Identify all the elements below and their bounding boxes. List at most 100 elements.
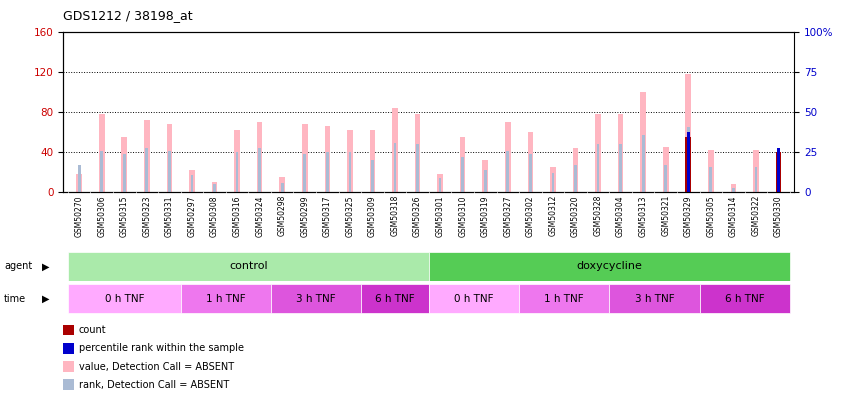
Bar: [189, 171, 195, 192]
Text: GSM50306: GSM50306: [97, 195, 106, 237]
Bar: [416, 145, 419, 192]
Text: GSM50329: GSM50329: [683, 195, 692, 237]
Bar: [168, 151, 170, 192]
Bar: [369, 130, 375, 192]
Bar: [122, 154, 126, 192]
Text: GSM50327: GSM50327: [503, 195, 511, 237]
Text: GSM50323: GSM50323: [142, 195, 151, 237]
Bar: [348, 152, 351, 192]
Text: GSM50312: GSM50312: [548, 195, 557, 237]
Text: GSM50308: GSM50308: [210, 195, 219, 237]
Bar: [527, 132, 533, 192]
Text: GSM50297: GSM50297: [187, 195, 197, 237]
Text: 1 h TNF: 1 h TNF: [544, 294, 583, 304]
Text: GSM50324: GSM50324: [255, 195, 264, 237]
Bar: [731, 188, 734, 192]
Bar: [68, 252, 429, 281]
Bar: [617, 114, 623, 192]
Bar: [752, 150, 758, 192]
Text: GSM50313: GSM50313: [638, 195, 647, 237]
Text: control: control: [229, 261, 268, 271]
Bar: [100, 151, 103, 192]
Bar: [730, 184, 735, 192]
Bar: [371, 160, 373, 192]
Bar: [392, 109, 398, 192]
Bar: [482, 160, 488, 192]
Bar: [324, 126, 330, 192]
Bar: [573, 165, 576, 192]
Bar: [429, 252, 789, 281]
Text: ▶: ▶: [42, 261, 50, 271]
Text: 6 h TNF: 6 h TNF: [375, 294, 414, 304]
Bar: [326, 152, 328, 192]
Bar: [459, 137, 465, 192]
Bar: [280, 183, 284, 192]
Text: GSM50319: GSM50319: [480, 195, 490, 237]
Bar: [437, 175, 442, 192]
Text: GDS1212 / 38198_at: GDS1212 / 38198_at: [63, 9, 192, 22]
Text: GSM50316: GSM50316: [232, 195, 241, 237]
Bar: [518, 284, 609, 313]
Bar: [684, 137, 690, 192]
Text: GSM50331: GSM50331: [165, 195, 174, 237]
Text: 0 h TNF: 0 h TNF: [105, 294, 143, 304]
Bar: [754, 167, 756, 192]
Text: 6 h TNF: 6 h TNF: [724, 294, 764, 304]
Bar: [258, 147, 261, 192]
Bar: [699, 284, 789, 313]
Text: GSM50310: GSM50310: [457, 195, 467, 237]
Bar: [528, 154, 531, 192]
Bar: [166, 124, 172, 192]
Text: GSM50302: GSM50302: [525, 195, 534, 237]
Text: ▶: ▶: [42, 294, 50, 304]
Bar: [707, 150, 713, 192]
Bar: [641, 135, 644, 192]
Text: GSM50320: GSM50320: [571, 195, 579, 237]
Text: GSM50299: GSM50299: [300, 195, 309, 237]
Bar: [619, 145, 621, 192]
Text: GSM50314: GSM50314: [728, 195, 737, 237]
Bar: [640, 92, 645, 192]
Bar: [663, 165, 666, 192]
Bar: [303, 154, 306, 192]
Bar: [68, 284, 181, 313]
Bar: [506, 151, 509, 192]
Text: count: count: [78, 325, 106, 335]
Bar: [776, 167, 779, 192]
Bar: [596, 145, 598, 192]
Text: GSM50305: GSM50305: [706, 195, 715, 237]
Text: GSM50328: GSM50328: [592, 195, 602, 237]
Text: GSM50298: GSM50298: [278, 195, 286, 237]
Bar: [686, 127, 689, 192]
Bar: [609, 284, 699, 313]
Text: value, Detection Call = ABSENT: value, Detection Call = ABSENT: [78, 362, 234, 371]
Bar: [76, 175, 82, 192]
Bar: [191, 175, 193, 192]
Bar: [775, 152, 781, 192]
Bar: [594, 114, 600, 192]
Bar: [549, 167, 555, 192]
Text: time: time: [4, 294, 26, 304]
Bar: [301, 124, 307, 192]
Bar: [461, 157, 463, 192]
Bar: [143, 120, 149, 192]
Text: doxycycline: doxycycline: [576, 261, 641, 271]
Bar: [684, 75, 690, 192]
Text: GSM50317: GSM50317: [322, 195, 332, 237]
Bar: [122, 137, 127, 192]
Text: agent: agent: [4, 261, 32, 271]
Bar: [484, 170, 486, 192]
Bar: [775, 152, 781, 192]
Text: GSM50321: GSM50321: [660, 195, 669, 237]
Text: GSM50270: GSM50270: [74, 195, 84, 237]
Bar: [279, 177, 284, 192]
Text: GSM50322: GSM50322: [750, 195, 760, 237]
Bar: [551, 173, 554, 192]
Text: GSM50304: GSM50304: [615, 195, 625, 237]
Text: 0 h TNF: 0 h TNF: [454, 294, 493, 304]
Text: 1 h TNF: 1 h TNF: [206, 294, 246, 304]
Bar: [776, 147, 779, 192]
Bar: [78, 165, 80, 192]
Text: GSM50318: GSM50318: [390, 195, 399, 237]
Bar: [99, 114, 105, 192]
